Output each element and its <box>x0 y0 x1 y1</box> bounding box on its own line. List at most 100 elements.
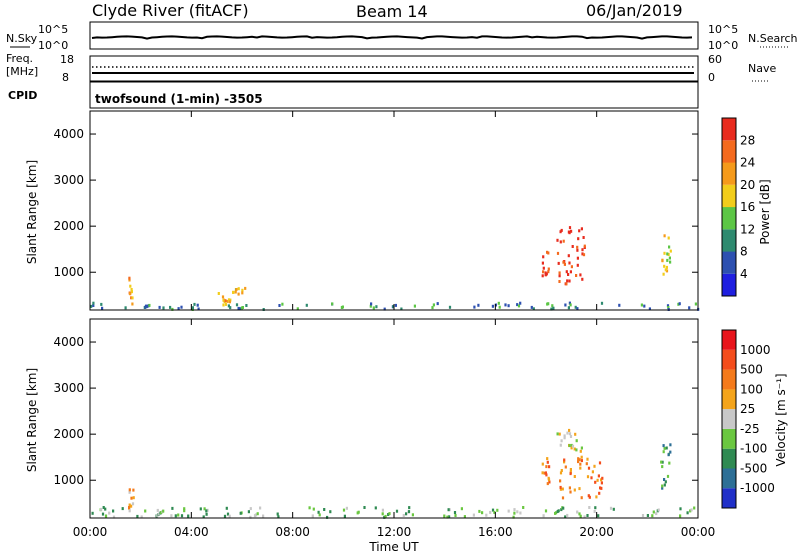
range-cell <box>657 508 660 512</box>
range-cell <box>547 478 551 482</box>
range-cell <box>559 487 562 491</box>
range-cell <box>241 291 244 295</box>
range-cell <box>372 306 375 310</box>
range-cell <box>507 509 510 513</box>
range-cell <box>600 478 603 482</box>
range-cell <box>546 460 549 464</box>
range-cell <box>129 284 132 288</box>
range-cell <box>237 287 240 291</box>
range-cell <box>660 460 663 464</box>
range-cell <box>171 307 174 311</box>
range-cell <box>558 271 561 275</box>
range-cell <box>249 507 252 511</box>
range-cell <box>678 302 681 306</box>
range-cell <box>374 506 377 510</box>
range-cell <box>668 256 671 260</box>
range-cell <box>472 513 475 517</box>
range-cell <box>569 490 572 494</box>
freq-label-line2: [MHz] <box>6 65 38 78</box>
range-cell <box>232 290 235 294</box>
range-cell <box>187 514 190 518</box>
range-cell <box>432 303 435 307</box>
range-cell <box>196 303 199 307</box>
range-cell <box>667 236 670 240</box>
range-cell <box>541 462 544 466</box>
range-cell <box>144 509 147 513</box>
range-cell <box>669 443 672 447</box>
range-cell <box>569 303 572 307</box>
range-cell <box>560 439 563 443</box>
range-cell <box>556 238 559 242</box>
range-cell <box>590 476 593 480</box>
range-cell <box>519 301 522 305</box>
range-cell <box>576 245 579 249</box>
range-cell <box>545 272 548 276</box>
range-cell <box>477 303 480 307</box>
range-cell <box>561 487 564 491</box>
range-cell <box>666 258 669 262</box>
range-cell <box>174 514 177 518</box>
colorbar-tick: 12 <box>740 222 755 236</box>
range-cell <box>318 513 321 517</box>
range-cell <box>563 434 566 438</box>
range-cell <box>598 461 602 465</box>
colorbar-swatch <box>722 448 736 469</box>
range-cell <box>663 251 666 255</box>
range-cell <box>100 302 103 306</box>
range-cell <box>562 506 565 510</box>
range-cell <box>545 473 548 477</box>
range-cell <box>573 447 576 451</box>
range-cell <box>162 306 165 310</box>
y-tick-label: 2000 <box>53 427 84 441</box>
range-cell <box>446 515 449 519</box>
range-cell <box>228 514 231 518</box>
power-panel-frame <box>89 110 699 311</box>
colorbar-swatch <box>722 349 736 370</box>
range-cell <box>132 496 135 500</box>
range-cell <box>595 495 598 499</box>
range-cell <box>491 304 494 308</box>
cpid-label: CPID <box>8 89 37 102</box>
velocity-panel-frame <box>89 318 699 519</box>
range-cell <box>585 462 588 466</box>
range-cell <box>582 236 585 239</box>
range-cell <box>545 465 548 469</box>
range-cell <box>582 253 586 257</box>
range-cell <box>478 509 481 513</box>
range-cell <box>197 307 200 311</box>
range-cell <box>370 302 373 306</box>
range-cell <box>131 302 134 306</box>
range-cell <box>345 506 348 510</box>
range-cell <box>666 474 670 478</box>
range-cell <box>560 508 563 512</box>
range-cell <box>559 443 562 447</box>
range-cell <box>130 496 133 500</box>
range-cell <box>130 296 133 300</box>
range-cell <box>384 514 387 518</box>
range-cell <box>221 295 225 299</box>
range-cell <box>453 511 457 514</box>
range-cell <box>655 512 658 516</box>
range-cell <box>342 508 346 512</box>
nave-label: Nave <box>748 62 776 75</box>
range-cell <box>102 506 105 509</box>
range-cell <box>593 510 596 513</box>
range-cell <box>229 298 232 302</box>
colorbar-frame <box>721 117 737 297</box>
range-cell <box>542 514 545 518</box>
colorbar-tick: 24 <box>740 156 755 170</box>
range-cell <box>507 304 510 308</box>
range-cell <box>249 515 252 519</box>
range-cell <box>516 303 519 307</box>
velocity-colorbar: 1000 500 100 25 -25 -100 -500 -1000 <box>721 329 775 509</box>
range-cell <box>643 304 646 308</box>
range-cell <box>661 465 664 469</box>
range-cell <box>587 494 590 498</box>
colorbar-tick: 100 <box>740 382 763 396</box>
range-cell <box>579 273 582 277</box>
range-cell <box>513 508 516 512</box>
range-cell <box>646 514 649 517</box>
range-cell <box>259 506 262 510</box>
range-cell <box>546 250 549 254</box>
colorbar-swatch <box>722 488 736 508</box>
